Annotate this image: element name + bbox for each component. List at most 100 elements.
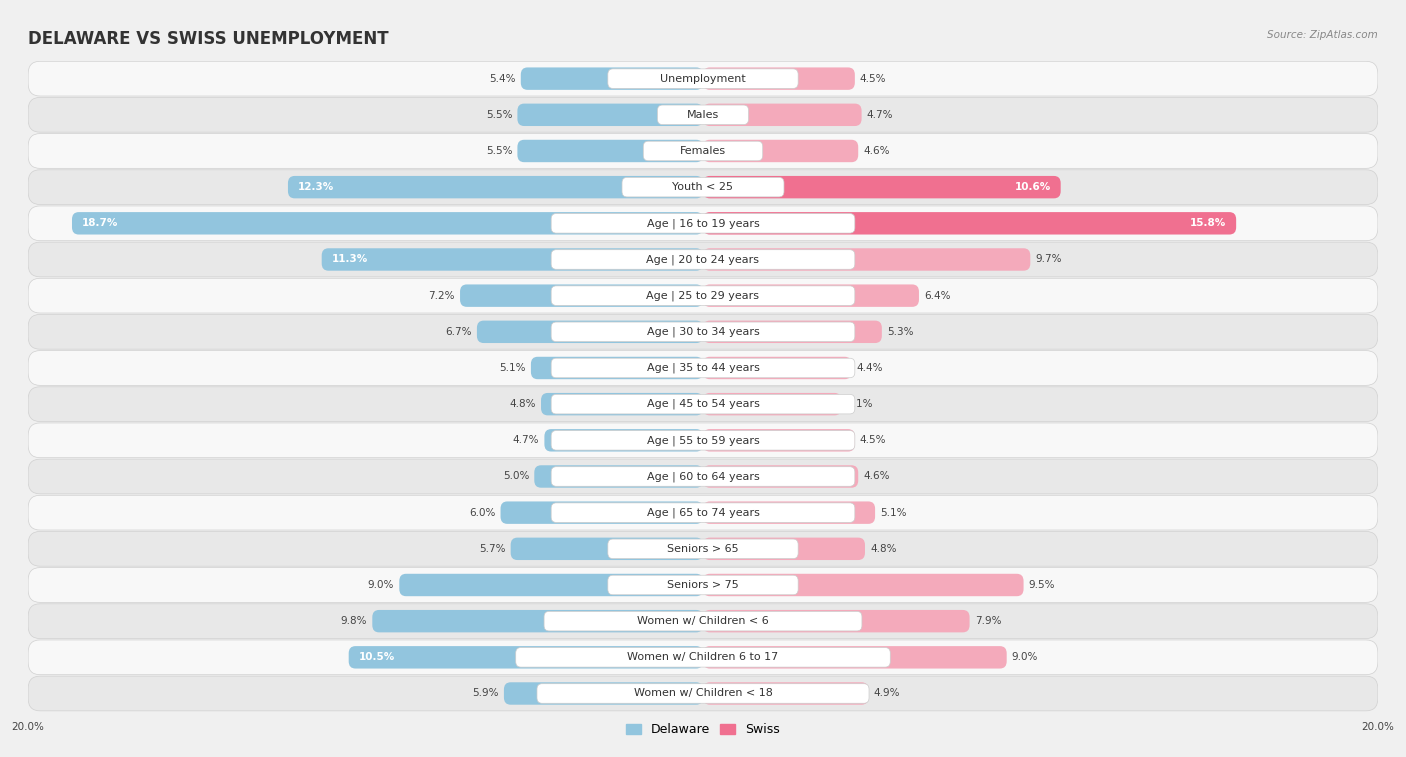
- FancyBboxPatch shape: [703, 501, 875, 524]
- FancyBboxPatch shape: [703, 537, 865, 560]
- Text: 18.7%: 18.7%: [82, 218, 118, 229]
- FancyBboxPatch shape: [28, 568, 1378, 603]
- Text: 5.5%: 5.5%: [486, 146, 512, 156]
- FancyBboxPatch shape: [531, 357, 703, 379]
- FancyBboxPatch shape: [703, 212, 1236, 235]
- FancyBboxPatch shape: [516, 647, 890, 667]
- Text: 4.4%: 4.4%: [856, 363, 883, 373]
- FancyBboxPatch shape: [644, 142, 762, 160]
- Text: 4.5%: 4.5%: [860, 435, 886, 445]
- FancyBboxPatch shape: [703, 646, 1007, 668]
- FancyBboxPatch shape: [72, 212, 703, 235]
- Text: 5.1%: 5.1%: [499, 363, 526, 373]
- FancyBboxPatch shape: [28, 640, 1378, 674]
- Text: 4.9%: 4.9%: [873, 689, 900, 699]
- Text: 20.0%: 20.0%: [1361, 722, 1395, 733]
- FancyBboxPatch shape: [477, 321, 703, 343]
- FancyBboxPatch shape: [28, 423, 1378, 458]
- Text: 10.6%: 10.6%: [1014, 182, 1050, 192]
- FancyBboxPatch shape: [28, 279, 1378, 313]
- Text: 4.7%: 4.7%: [866, 110, 893, 120]
- Text: 6.4%: 6.4%: [924, 291, 950, 301]
- FancyBboxPatch shape: [621, 177, 785, 197]
- Legend: Delaware, Swiss: Delaware, Swiss: [621, 718, 785, 741]
- Text: 6.0%: 6.0%: [470, 508, 495, 518]
- Text: 9.8%: 9.8%: [340, 616, 367, 626]
- Text: 4.1%: 4.1%: [846, 399, 873, 409]
- FancyBboxPatch shape: [503, 682, 703, 705]
- FancyBboxPatch shape: [703, 67, 855, 90]
- Text: 5.4%: 5.4%: [489, 73, 516, 83]
- FancyBboxPatch shape: [534, 466, 703, 488]
- FancyBboxPatch shape: [28, 314, 1378, 349]
- Text: Females: Females: [681, 146, 725, 156]
- Text: Males: Males: [688, 110, 718, 120]
- Text: 7.2%: 7.2%: [429, 291, 456, 301]
- Text: 4.8%: 4.8%: [870, 544, 897, 554]
- Text: Source: ZipAtlas.com: Source: ZipAtlas.com: [1267, 30, 1378, 40]
- FancyBboxPatch shape: [703, 610, 970, 632]
- FancyBboxPatch shape: [28, 676, 1378, 711]
- FancyBboxPatch shape: [607, 539, 799, 559]
- FancyBboxPatch shape: [28, 495, 1378, 530]
- FancyBboxPatch shape: [28, 387, 1378, 422]
- Text: Age | 55 to 59 years: Age | 55 to 59 years: [647, 435, 759, 446]
- FancyBboxPatch shape: [703, 104, 862, 126]
- Text: Unemployment: Unemployment: [661, 73, 745, 83]
- Text: 4.7%: 4.7%: [513, 435, 540, 445]
- FancyBboxPatch shape: [501, 501, 703, 524]
- Text: Age | 60 to 64 years: Age | 60 to 64 years: [647, 472, 759, 481]
- FancyBboxPatch shape: [28, 604, 1378, 638]
- FancyBboxPatch shape: [551, 250, 855, 269]
- Text: 5.3%: 5.3%: [887, 327, 914, 337]
- Text: Seniors > 75: Seniors > 75: [666, 580, 740, 590]
- FancyBboxPatch shape: [460, 285, 703, 307]
- FancyBboxPatch shape: [28, 350, 1378, 385]
- FancyBboxPatch shape: [288, 176, 703, 198]
- Text: 15.8%: 15.8%: [1189, 218, 1226, 229]
- Text: Age | 25 to 29 years: Age | 25 to 29 years: [647, 291, 759, 301]
- Text: Age | 65 to 74 years: Age | 65 to 74 years: [647, 507, 759, 518]
- FancyBboxPatch shape: [551, 213, 855, 233]
- Text: 7.9%: 7.9%: [974, 616, 1001, 626]
- FancyBboxPatch shape: [703, 682, 869, 705]
- Text: 9.0%: 9.0%: [1012, 653, 1038, 662]
- FancyBboxPatch shape: [349, 646, 703, 668]
- Text: 20.0%: 20.0%: [11, 722, 45, 733]
- Text: Women w/ Children < 6: Women w/ Children < 6: [637, 616, 769, 626]
- FancyBboxPatch shape: [28, 134, 1378, 168]
- FancyBboxPatch shape: [703, 285, 920, 307]
- Text: 10.5%: 10.5%: [359, 653, 395, 662]
- FancyBboxPatch shape: [703, 466, 858, 488]
- FancyBboxPatch shape: [322, 248, 703, 271]
- Text: 4.6%: 4.6%: [863, 146, 890, 156]
- FancyBboxPatch shape: [703, 357, 852, 379]
- Text: 4.5%: 4.5%: [860, 73, 886, 83]
- FancyBboxPatch shape: [703, 321, 882, 343]
- Text: 4.8%: 4.8%: [509, 399, 536, 409]
- Text: Age | 35 to 44 years: Age | 35 to 44 years: [647, 363, 759, 373]
- Text: Age | 20 to 24 years: Age | 20 to 24 years: [647, 254, 759, 265]
- FancyBboxPatch shape: [703, 429, 855, 451]
- Text: Youth < 25: Youth < 25: [672, 182, 734, 192]
- FancyBboxPatch shape: [510, 537, 703, 560]
- FancyBboxPatch shape: [537, 684, 869, 703]
- Text: 9.0%: 9.0%: [368, 580, 394, 590]
- FancyBboxPatch shape: [551, 467, 855, 486]
- FancyBboxPatch shape: [703, 176, 1060, 198]
- FancyBboxPatch shape: [551, 394, 855, 414]
- FancyBboxPatch shape: [551, 286, 855, 305]
- FancyBboxPatch shape: [703, 574, 1024, 597]
- FancyBboxPatch shape: [658, 105, 748, 125]
- Text: Age | 45 to 54 years: Age | 45 to 54 years: [647, 399, 759, 410]
- Text: Seniors > 65: Seniors > 65: [668, 544, 738, 554]
- FancyBboxPatch shape: [28, 242, 1378, 277]
- FancyBboxPatch shape: [551, 503, 855, 522]
- FancyBboxPatch shape: [607, 575, 799, 595]
- FancyBboxPatch shape: [607, 69, 799, 89]
- Text: 5.5%: 5.5%: [486, 110, 512, 120]
- Text: Age | 30 to 34 years: Age | 30 to 34 years: [647, 326, 759, 337]
- FancyBboxPatch shape: [28, 531, 1378, 566]
- FancyBboxPatch shape: [703, 248, 1031, 271]
- FancyBboxPatch shape: [541, 393, 703, 416]
